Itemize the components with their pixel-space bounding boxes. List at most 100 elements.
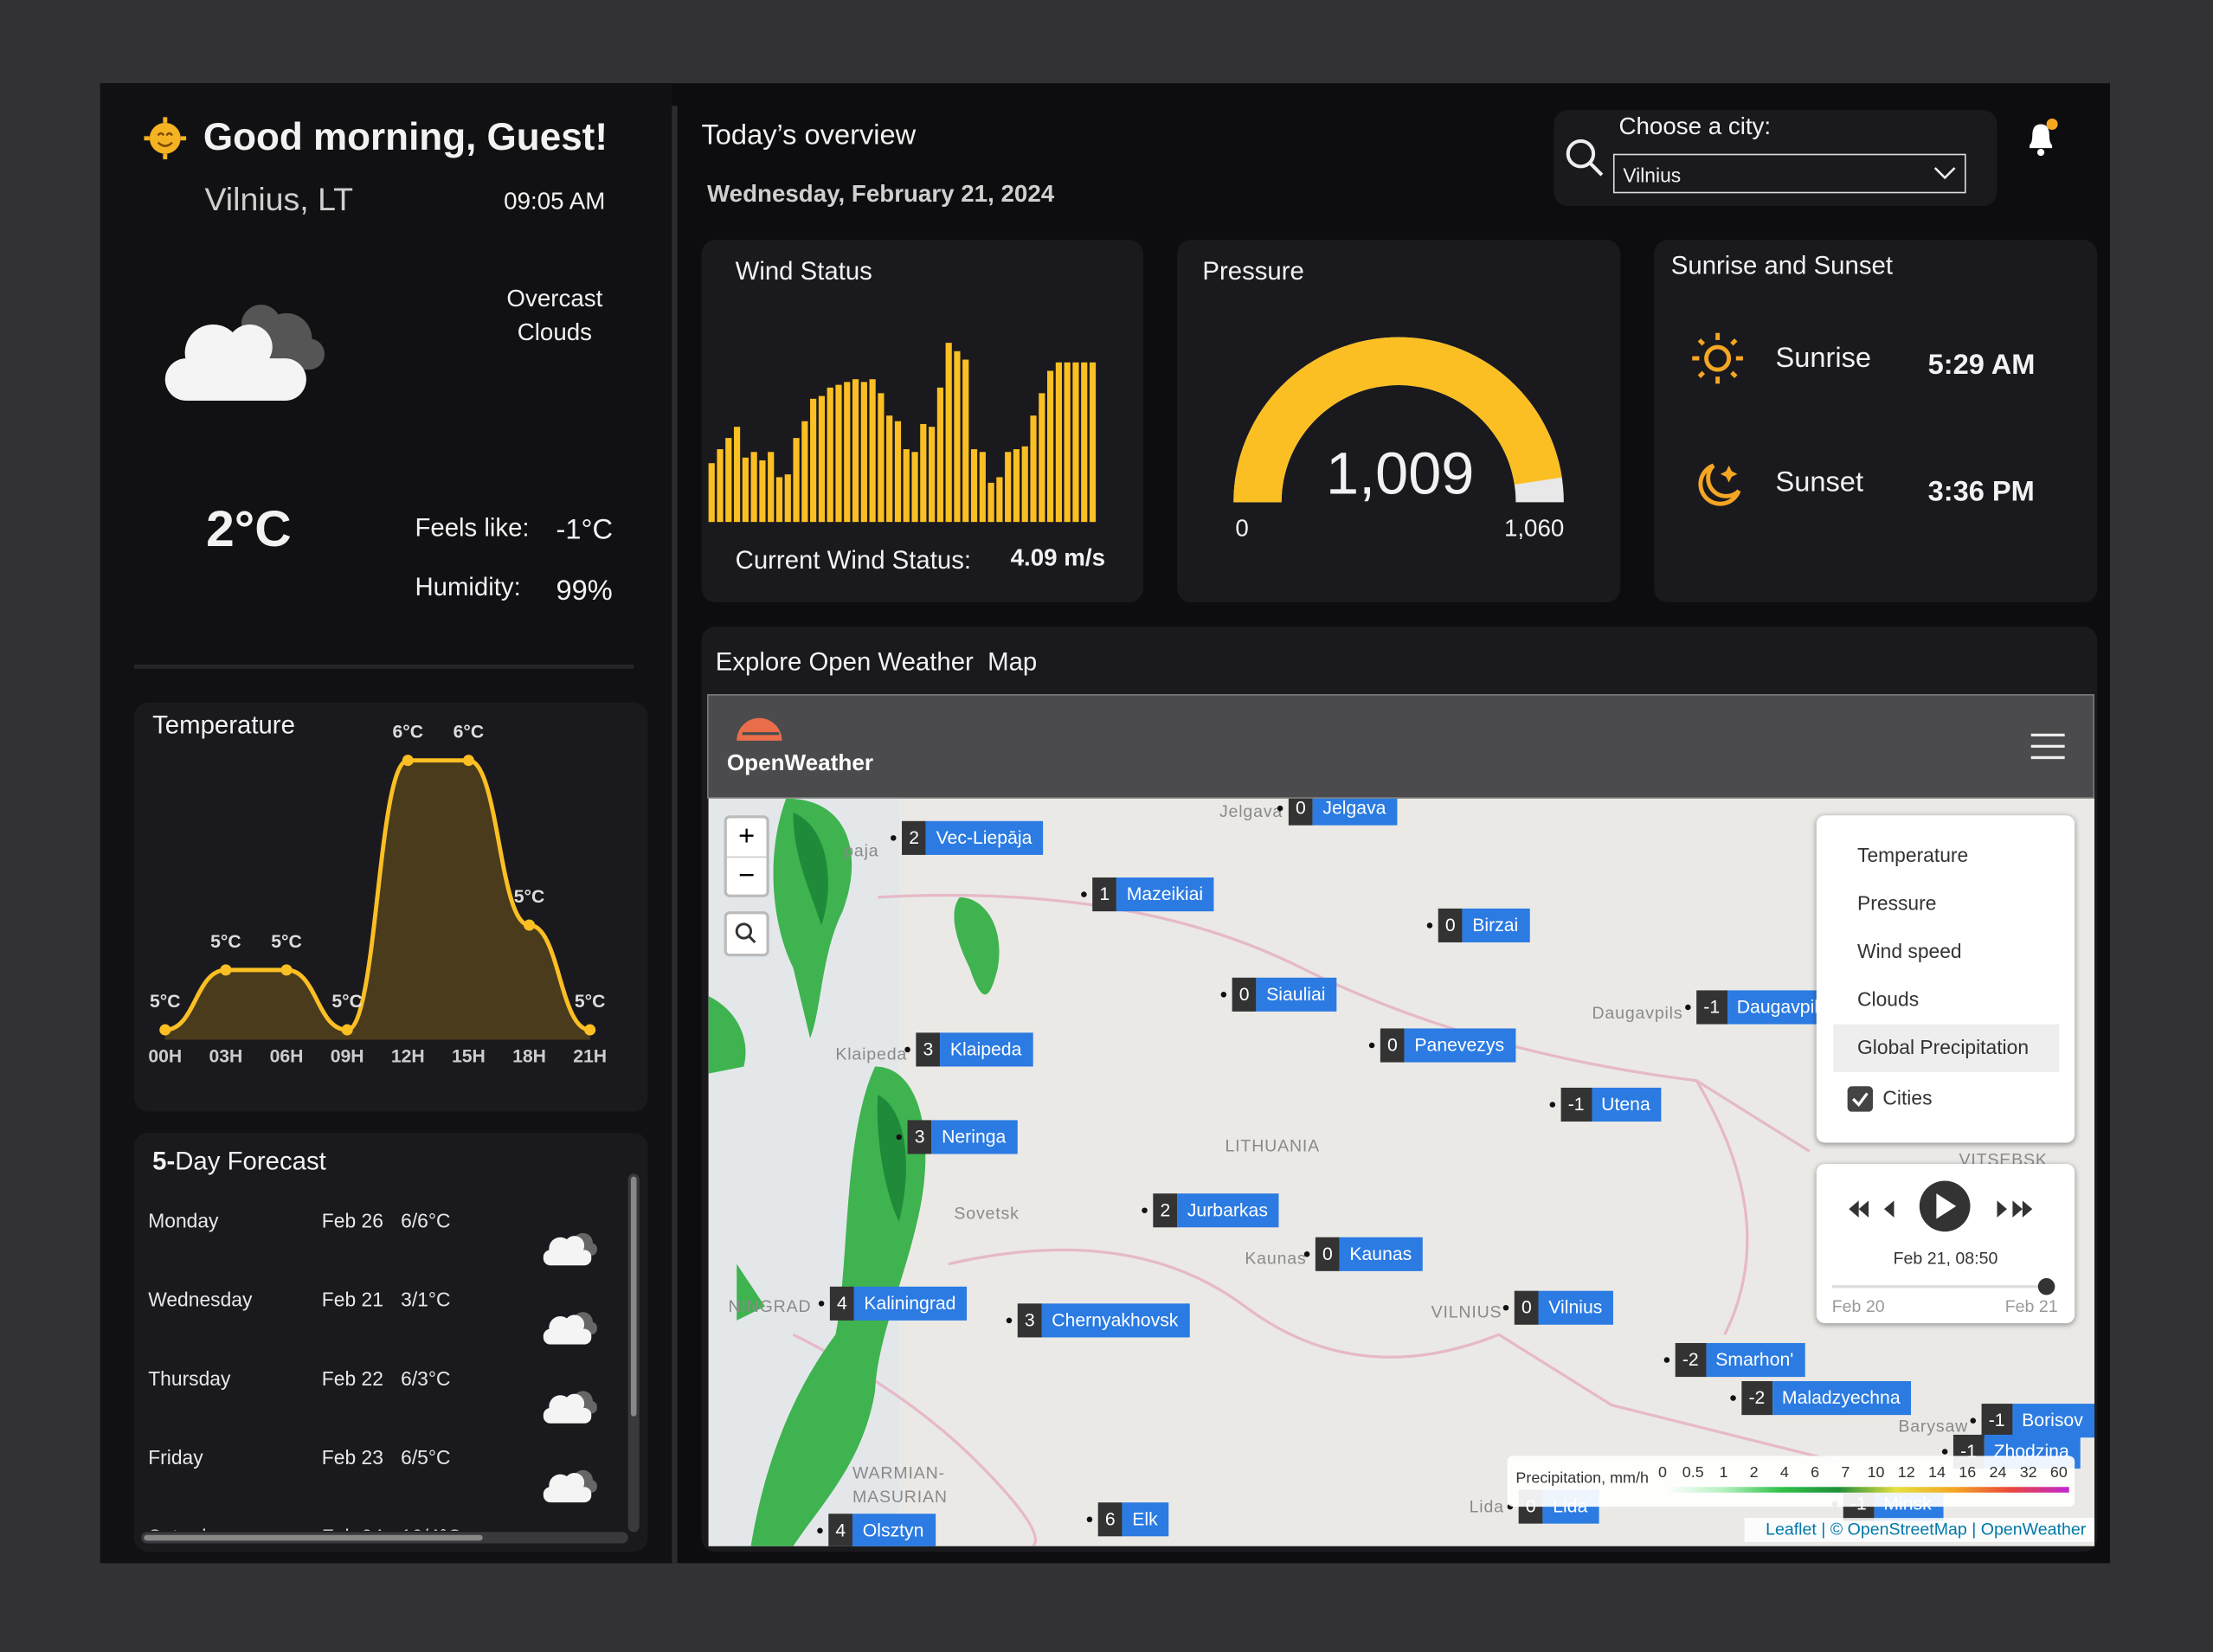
- city-marker[interactable]: 3 Klaipeda: [916, 1032, 1033, 1067]
- map-header: [707, 694, 2095, 799]
- player-controls[interactable]: [1817, 1178, 2075, 1234]
- city-marker[interactable]: 4 Olsztyn: [828, 1514, 936, 1546]
- menu-button[interactable]: [2030, 732, 2065, 761]
- card-title: Sunrise and Sunset: [1670, 251, 1894, 280]
- city-dot: [896, 1134, 903, 1141]
- timeline[interactable]: [1831, 1285, 2047, 1289]
- city-select[interactable]: Vilnius: [1612, 153, 1966, 194]
- zoom-out[interactable]: −: [738, 860, 756, 892]
- city-value: 0: [1514, 1290, 1539, 1325]
- city-name: Kaliningrad: [853, 1286, 968, 1321]
- city-name: Smarhon': [1705, 1342, 1805, 1378]
- city-dot: [1730, 1395, 1736, 1401]
- city-marker[interactable]: 6 Elk: [1097, 1502, 1169, 1537]
- city-marker[interactable]: 0 Siauliai: [1232, 977, 1337, 1012]
- city-dot: [1142, 1207, 1148, 1213]
- place-label: Sovetsk: [954, 1203, 1020, 1224]
- layer-option[interactable]: Wind speed: [1857, 939, 1962, 962]
- city-marker[interactable]: 4 Kaliningrad: [829, 1286, 968, 1321]
- city-marker[interactable]: -1 Utena: [1560, 1087, 1662, 1122]
- separator: [133, 664, 634, 669]
- place-label: paja: [844, 840, 879, 861]
- forecast-day: Friday: [148, 1445, 203, 1469]
- temperature-now: 2°C: [206, 499, 292, 557]
- city-value: 0: [1232, 977, 1257, 1012]
- city-value: 0: [1288, 798, 1313, 826]
- city-dot: [817, 1527, 823, 1534]
- city-marker[interactable]: 3 Chernyakhovsk: [1017, 1303, 1190, 1338]
- sunrise-icon: [1692, 332, 1743, 384]
- city-prompt: Choose a city:: [1618, 112, 1772, 140]
- scrollbar[interactable]: [141, 1532, 628, 1544]
- precip-legend: Precipitation, mm/h 0 0.5 1 2 4 6 7 10 12 14 16 24 32…: [1507, 1456, 2075, 1507]
- legend-tick: 24: [1989, 1464, 2007, 1482]
- scroll-thumb[interactable]: [144, 1534, 483, 1541]
- city-dot: [890, 835, 897, 841]
- place-label: Kaunas: [1245, 1248, 1307, 1269]
- place-label: MASURIAN: [852, 1487, 948, 1507]
- city-dot: [1277, 805, 1283, 812]
- city-name: Utena: [1591, 1087, 1662, 1122]
- place-label: LITHUANIA: [1225, 1135, 1321, 1156]
- city-marker[interactable]: 1 Mazeikiai: [1092, 877, 1215, 912]
- search-icon[interactable]: [1564, 137, 1606, 179]
- city-dot: [1549, 1102, 1556, 1108]
- legend-tick: 0: [1658, 1464, 1668, 1482]
- zoom-in[interactable]: +: [726, 819, 767, 858]
- chevron: [1933, 167, 1956, 180]
- legend-tick: 14: [1928, 1464, 1946, 1482]
- local-time: 09:05 AM: [504, 187, 606, 215]
- legend-tick: 32: [2019, 1464, 2037, 1482]
- weather-icon: [164, 305, 325, 401]
- forecast-temps: 6/3°C: [401, 1366, 451, 1390]
- place-label: Lida: [1469, 1496, 1504, 1517]
- timeline-end: Feb 21: [2004, 1296, 2058, 1317]
- sunset-label: Sunset: [1775, 466, 1864, 498]
- scrollbar[interactable]: [627, 1173, 640, 1533]
- city-marker[interactable]: -2 Smarhon': [1675, 1342, 1805, 1378]
- layer-option[interactable]: Temperature: [1857, 843, 1969, 866]
- city-name: Mazeikiai: [1116, 877, 1215, 912]
- brand-name: OpenWeather: [726, 751, 873, 776]
- timeline-knob[interactable]: [2037, 1277, 2055, 1295]
- date: Wednesday, February 21, 2024: [707, 180, 1055, 208]
- city-marker[interactable]: -1 Borisov: [1981, 1404, 2094, 1438]
- sunrise-time: 5:29 AM: [1927, 350, 2036, 382]
- city-marker[interactable]: -2 Maladzyechna: [1741, 1380, 1912, 1416]
- map-search[interactable]: [724, 911, 769, 957]
- layer-highlight: [1833, 1024, 2060, 1072]
- city-name: Birzai: [1462, 908, 1530, 942]
- place-label: Barysaw: [1898, 1416, 1969, 1437]
- attribution: Leaflet | © OpenStreetMap | OpenWeather: [1744, 1518, 2095, 1542]
- layer-option[interactable]: Clouds: [1857, 987, 1920, 1011]
- city-marker[interactable]: 0 Birzai: [1438, 908, 1530, 942]
- city-marker[interactable]: 0 Panevezys: [1380, 1028, 1516, 1063]
- city-marker[interactable]: 0 Jelgava: [1288, 798, 1398, 826]
- city-marker[interactable]: 3 Neringa: [907, 1120, 1018, 1154]
- city-dot: [904, 1046, 910, 1053]
- sunset-time: 3:36 PM: [1927, 477, 2035, 508]
- layer-option[interactable]: Pressure: [1857, 891, 1937, 915]
- city-marker[interactable]: 2 Vec-Liepāja: [902, 820, 1044, 855]
- layer-option[interactable]: Global Precipitation: [1857, 1035, 2030, 1058]
- city-value: -1: [1560, 1087, 1592, 1122]
- scroll-thumb[interactable]: [630, 1176, 637, 1417]
- legend-tick: 60: [2049, 1464, 2068, 1482]
- sunset-icon: [1698, 463, 1741, 506]
- notification-bell[interactable]: [2023, 117, 2060, 159]
- city-value: 4: [828, 1514, 853, 1546]
- layer-menu: Temperature Pressure Wind speed Clouds Globa…: [1816, 815, 2075, 1143]
- city-value: 6: [1097, 1502, 1123, 1537]
- city-marker[interactable]: 0 Vilnius: [1514, 1290, 1614, 1325]
- brand-logo: [737, 717, 782, 741]
- temperature-card: [133, 702, 648, 1112]
- forecast-temps: 6/6°C: [401, 1209, 451, 1232]
- cities-checkbox[interactable]: [1847, 1086, 1873, 1112]
- city-name: Vilnius: [1538, 1290, 1614, 1325]
- city-marker[interactable]: 0 Kaunas: [1315, 1237, 1424, 1271]
- city-marker[interactable]: 2 Jurbarkas: [1153, 1193, 1279, 1228]
- cloud-icon: [543, 1391, 597, 1424]
- wind-speed: 4.09 m/s: [1010, 544, 1106, 572]
- cloud-icon: [543, 1312, 597, 1345]
